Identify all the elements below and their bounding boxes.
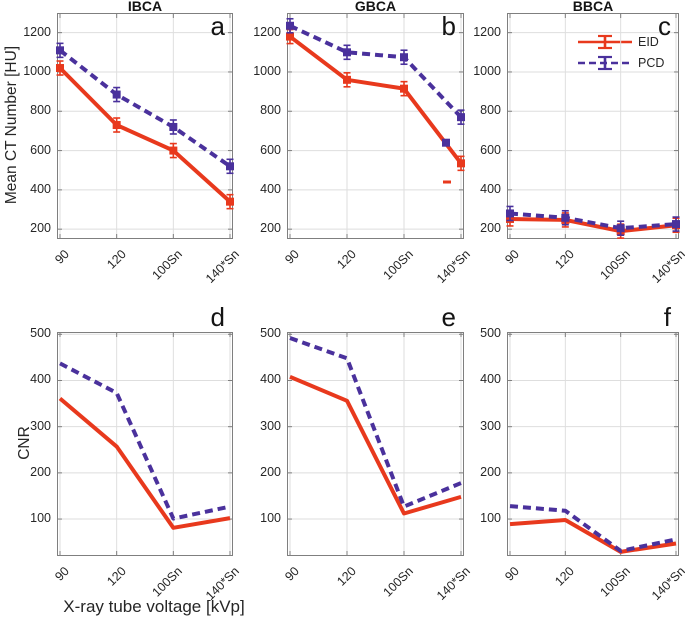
ytick-label: 200: [260, 221, 281, 236]
ytick-label: 400: [480, 181, 501, 196]
ytick-label: 200: [30, 464, 51, 479]
marker-pcd: [226, 162, 234, 171]
panel-c-plot: [506, 13, 680, 239]
ytick-label: 200: [480, 464, 501, 479]
panel-letter-b: b: [441, 11, 456, 41]
marker-pcd: [169, 122, 178, 131]
panel-letter-a: a: [210, 11, 225, 41]
series-eid-line-panel-f: [509, 517, 677, 554]
ytick-label: 400: [260, 372, 281, 387]
panel-e-frame: [287, 332, 464, 556]
ytick-label: 400: [30, 372, 51, 387]
ytick-label: 800: [260, 103, 281, 118]
panel-title-gbca: GBCA: [354, 0, 397, 14]
legend-item-eid: EID: [577, 31, 664, 52]
panel-title-ibca: IBCA: [127, 0, 163, 14]
panel-d-plot: [57, 332, 233, 556]
series-pcd-line-panel-c: [509, 211, 677, 231]
ytick-label: 600: [480, 142, 501, 157]
marker-eid: [400, 84, 408, 93]
legend: EID PCD: [577, 31, 664, 73]
panel-letter-c: c: [658, 11, 671, 41]
series-eid-line-panel-d: [58, 396, 231, 530]
series-eid-line-panel-b: [288, 34, 463, 165]
xtick-label: 90: [52, 564, 72, 584]
marker-pcd: [616, 224, 625, 233]
series-pcd-line-panel-e: [289, 336, 462, 509]
marker-pcd: [672, 220, 680, 229]
series-pcd-line-panel-d: [59, 361, 231, 521]
panel-letter-f: f: [663, 302, 671, 332]
panel-e-plot: [287, 332, 464, 556]
ytick-label: 800: [480, 103, 501, 118]
legend-item-pcd: PCD: [577, 52, 664, 73]
ytick-label: 1000: [23, 63, 51, 78]
stray-marker-eid: [443, 180, 451, 184]
y-axis-label-mean-ct-number: Mean CT Number [HU]: [3, 45, 20, 205]
ytick-label: 500: [30, 326, 51, 341]
marker-eid: [226, 197, 234, 206]
ytick-label: 1200: [23, 24, 51, 39]
pcd-errorbar-dashed-line-icon: [578, 55, 632, 70]
marker-eid: [112, 121, 121, 130]
ytick-label: 1000: [473, 63, 501, 78]
ytick-label: 600: [260, 142, 281, 157]
panel-d-frame: [57, 332, 233, 556]
series-eid-line-panel-a: [58, 66, 232, 204]
ytick-label: 400: [260, 181, 281, 196]
panel-c-frame: [507, 13, 679, 239]
marker-eid: [457, 159, 465, 168]
ytick-label: 300: [480, 418, 501, 433]
stray-marker-pcd: [442, 138, 450, 147]
ytick-label: 400: [30, 181, 51, 196]
marker-eid: [343, 75, 351, 84]
marker-eid: [56, 64, 64, 73]
ytick-label: 600: [30, 142, 51, 157]
eid-errorbar-line-icon: [578, 34, 632, 49]
marker-eid: [169, 146, 178, 155]
ytick-label: 500: [260, 326, 281, 341]
panel-b-plot: [286, 13, 465, 239]
series-pcd-line-panel-b: [289, 23, 463, 119]
ytick-label: 300: [260, 418, 281, 433]
ytick-label: 100: [260, 511, 281, 526]
marker-pcd: [506, 209, 514, 218]
ytick-label: 200: [260, 464, 281, 479]
ytick-label: 100: [30, 511, 51, 526]
panel-letter-e: e: [441, 302, 456, 332]
marker-pcd: [561, 213, 570, 222]
ytick-label: 400: [480, 372, 501, 387]
ytick-label: 500: [480, 326, 501, 341]
legend-label-pcd: PCD: [638, 55, 665, 70]
marker-pcd: [343, 48, 351, 57]
panel-letter-d: d: [210, 302, 225, 332]
marker-pcd: [286, 21, 294, 30]
series-eid-line-panel-c: [509, 216, 677, 234]
ytick-label: 800: [30, 103, 51, 118]
panel-b-frame: [287, 13, 464, 239]
series-pcd-line-panel-f: [509, 504, 677, 553]
ytick-label: 1200: [253, 24, 281, 39]
marker-pcd: [56, 46, 64, 55]
ytick-label: 1000: [253, 63, 281, 78]
panel-a-plot: [56, 13, 234, 239]
ytick-label: 300: [30, 418, 51, 433]
panel-f-frame: [507, 332, 679, 556]
ytick-label: 1200: [473, 24, 501, 39]
ytick-label: 100: [480, 511, 501, 526]
marker-eid: [286, 32, 294, 41]
series-pcd-line-panel-a: [58, 48, 232, 168]
x-axis-label: X-ray tube voltage [kVp]: [63, 597, 245, 616]
marker-pcd: [400, 53, 408, 62]
panel-f-plot: [507, 332, 679, 556]
marker-pcd: [457, 113, 465, 122]
ytick-label: 200: [30, 221, 51, 236]
panel-title-bbca: BBCA: [572, 0, 614, 14]
legend-label-eid: EID: [638, 34, 659, 49]
series-eid-line-panel-e: [289, 374, 462, 516]
panel-a-frame: [57, 13, 233, 239]
marker-pcd: [112, 90, 121, 99]
ytick-label: 200: [480, 221, 501, 236]
